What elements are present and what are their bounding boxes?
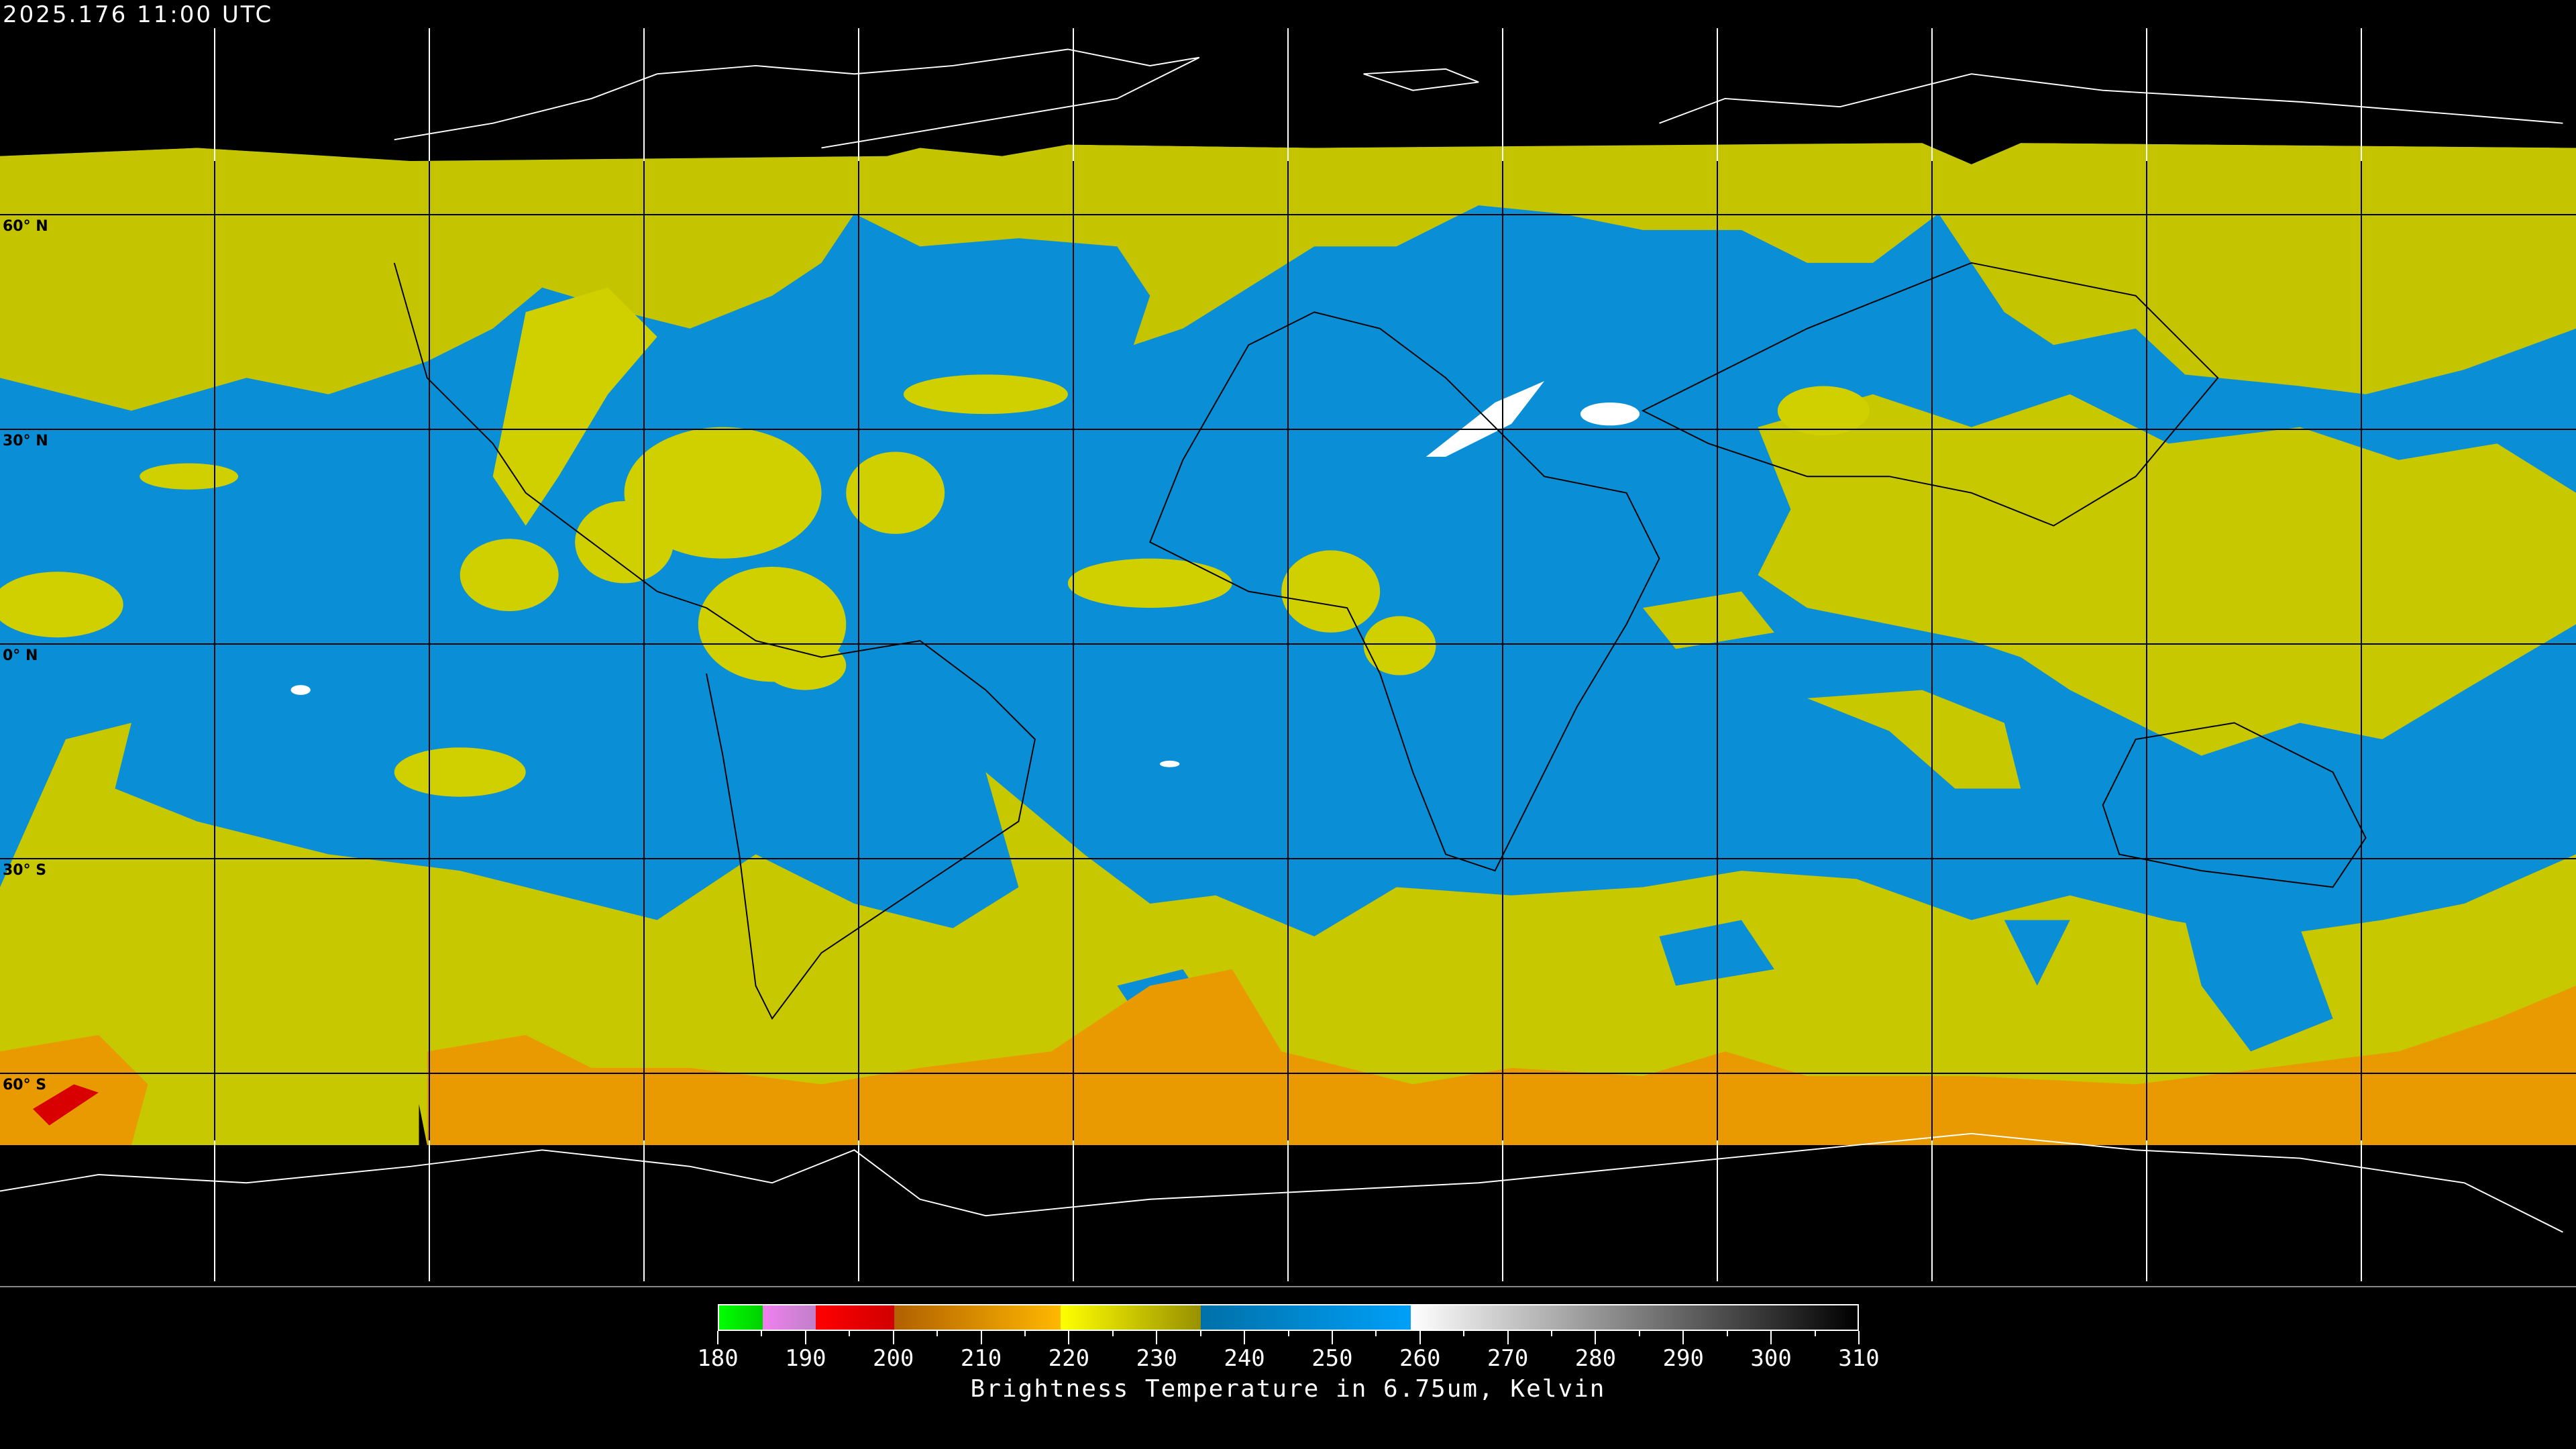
colorbar-ticks bbox=[717, 1331, 1860, 1344]
colorbar-tick bbox=[1858, 1331, 1860, 1344]
colorbar-tick-label: 190 bbox=[785, 1345, 826, 1372]
colorbar-tick-label: 200 bbox=[872, 1345, 914, 1372]
lat-label-30s: 30° S bbox=[3, 862, 47, 879]
colorbar-tick bbox=[1024, 1331, 1026, 1336]
colorbar-tick-label: 310 bbox=[1838, 1345, 1880, 1372]
colorbar-tick bbox=[1331, 1331, 1333, 1344]
colorbar-tick bbox=[1638, 1331, 1640, 1336]
colorbar-tick bbox=[1595, 1331, 1597, 1344]
colorbar-tick bbox=[1287, 1331, 1289, 1336]
colorbar-tick bbox=[936, 1331, 938, 1336]
colorbar-segment bbox=[1061, 1305, 1201, 1330]
very-cold-spot bbox=[32, 1084, 99, 1126]
colorbar-segment bbox=[763, 1305, 816, 1330]
colorbar-tick bbox=[892, 1331, 894, 1344]
colorbar-tick bbox=[1112, 1331, 1114, 1336]
colorbar-tick-label: 240 bbox=[1224, 1345, 1265, 1372]
colorbar-tick bbox=[1375, 1331, 1377, 1336]
lat-label-60n: 60° N bbox=[3, 218, 48, 235]
tropical-clusters bbox=[0, 374, 1870, 797]
cloud-swirl-atlantic bbox=[492, 287, 657, 526]
graticule bbox=[0, 28, 2576, 1281]
cloud-mass-asia bbox=[1758, 394, 2576, 756]
warm-spots bbox=[290, 381, 1640, 767]
colorbar-tick-label: 210 bbox=[960, 1345, 1002, 1372]
lat-label-60s: 60° S bbox=[3, 1077, 47, 1093]
colorbar-title: Brightness Temperature in 6.75um, Kelvin bbox=[970, 1375, 1606, 1403]
colorbar-tick bbox=[804, 1331, 806, 1344]
cloud-cluster-south-indian bbox=[1807, 690, 2021, 789]
clear-slot-south-2 bbox=[2004, 920, 2070, 986]
colorbar-tick bbox=[1463, 1331, 1465, 1336]
colorbar-tick bbox=[1156, 1331, 1158, 1344]
satellite-map bbox=[0, 28, 2576, 1281]
colorbar-tick-label: 220 bbox=[1048, 1345, 1090, 1372]
colorbar-tick bbox=[980, 1331, 982, 1344]
colorbar-tick bbox=[849, 1331, 851, 1336]
colorbar-tick bbox=[1419, 1331, 1421, 1344]
colorbar-tick-label: 270 bbox=[1487, 1345, 1529, 1372]
lat-label-30n: 30° N bbox=[3, 433, 48, 449]
colorbar-tick bbox=[761, 1331, 763, 1336]
colorbar-tick bbox=[1770, 1331, 1772, 1344]
colorbar-tick bbox=[1199, 1331, 1201, 1336]
colorbar-tick-label: 300 bbox=[1750, 1345, 1792, 1372]
colorbar bbox=[718, 1304, 1859, 1331]
colorbar-tick bbox=[717, 1331, 718, 1344]
colorbar-segment bbox=[1200, 1305, 1411, 1330]
colorbar-tick bbox=[1551, 1331, 1553, 1336]
colorbar-tick-label: 290 bbox=[1662, 1345, 1705, 1372]
colorbar-tick bbox=[1726, 1331, 1728, 1336]
cloud-cluster-indian-ocean bbox=[1643, 591, 1774, 649]
map-bottom-border bbox=[0, 1286, 2576, 1287]
colorbar-segment bbox=[894, 1305, 1061, 1330]
colorbar-tick bbox=[1814, 1331, 1816, 1336]
colorbar-tick-label: 260 bbox=[1399, 1345, 1441, 1372]
colorbar-segment bbox=[815, 1305, 895, 1330]
clear-slot-south-1 bbox=[2185, 920, 2333, 1052]
colorbar-tick bbox=[1068, 1331, 1070, 1344]
coastlines-polar bbox=[0, 48, 2563, 1233]
colorbar-tick bbox=[1682, 1331, 1684, 1344]
colorbar-tick bbox=[1507, 1331, 1509, 1344]
timestamp: 2025.176 11:00 UTC bbox=[3, 1, 274, 28]
colorbar-tick-label: 230 bbox=[1136, 1345, 1177, 1372]
colorbar-segment bbox=[1411, 1305, 1858, 1330]
lat-label-0n: 0° N bbox=[3, 647, 38, 664]
colorbar-tick-label: 280 bbox=[1574, 1345, 1617, 1372]
colorbar-tick-label: 250 bbox=[1311, 1345, 1353, 1372]
colorbar-tick-label: 180 bbox=[697, 1345, 739, 1372]
coastlines bbox=[393, 262, 2367, 1020]
colorbar-tick bbox=[1244, 1331, 1246, 1344]
colorbar-segment bbox=[719, 1305, 763, 1330]
